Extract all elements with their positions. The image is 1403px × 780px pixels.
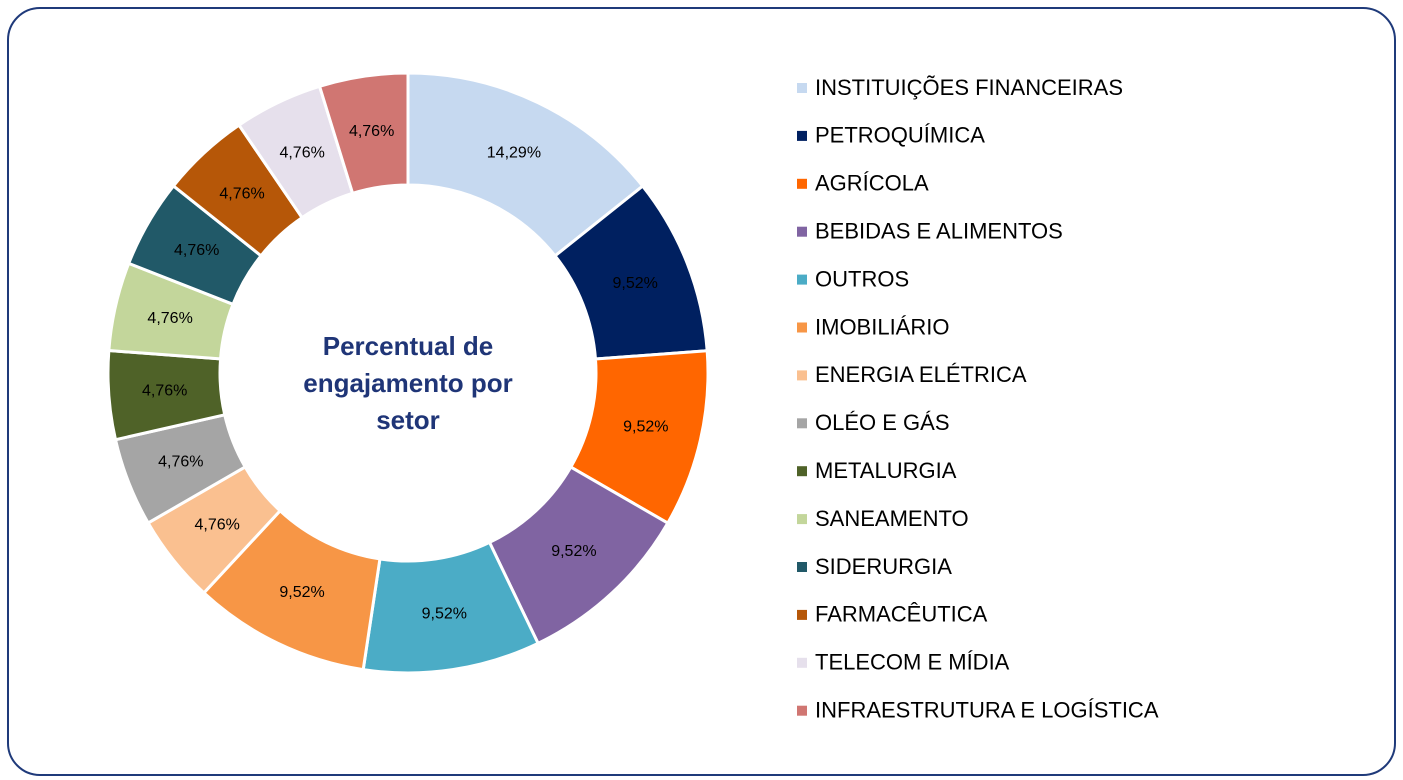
legend-swatch: [797, 418, 807, 429]
legend-swatch: [797, 705, 807, 716]
legend-swatch: [797, 226, 807, 237]
data-label: 9,52%: [551, 543, 596, 560]
legend-label: PETROQUÍMICA: [815, 123, 985, 148]
legend-swatch: [797, 609, 807, 620]
data-label: 4,76%: [142, 382, 187, 399]
data-label: 4,76%: [147, 310, 192, 327]
legend-label: ENERGIA ELÉTRICA: [815, 362, 1027, 387]
slice: [317, 71, 410, 196]
legend-swatch: [797, 514, 807, 525]
legend-label: INSTITUIÇÕES FINANCEIRAS: [815, 75, 1123, 100]
legend-label: SIDERURGIA: [815, 554, 952, 579]
data-label: 4,76%: [219, 185, 264, 202]
legend-swatch: [797, 83, 807, 93]
legend-label: TELECOM E MÍDIA: [815, 650, 1010, 675]
data-label: 9,52%: [623, 419, 668, 436]
data-label: 4,76%: [195, 516, 240, 533]
legend-label: IMOBILIÁRIO: [815, 314, 949, 339]
chart-title: Percentual de engajamento por setor: [303, 331, 513, 435]
legend-swatch: [797, 370, 807, 381]
legend-swatch: [797, 274, 807, 285]
legend-label: SANEAMENTO: [815, 506, 969, 531]
legend-label: OLÉO E GÁS: [815, 410, 950, 435]
legend-label: OUTROS: [815, 266, 909, 291]
legend-label: METALURGIA: [815, 458, 957, 483]
data-label: 4,76%: [174, 242, 219, 259]
data-label: 4,76%: [279, 144, 324, 161]
data-label: 4,76%: [158, 453, 203, 470]
legend-swatch: [797, 322, 807, 333]
data-label: 9,52%: [279, 584, 324, 601]
legend-label: BEBIDAS E ALIMENTOS: [815, 219, 1063, 244]
legend-swatch: [797, 562, 807, 572]
data-label: 9,52%: [612, 275, 657, 292]
data-label: 14,29%: [487, 144, 541, 161]
legend-label: AGRÍCOLA: [815, 171, 929, 196]
legend-swatch: [797, 130, 807, 141]
legend-label: INFRAESTRUTURA E LOGÍSTICA: [815, 698, 1159, 723]
legend-swatch: [797, 466, 807, 477]
data-label: 4,76%: [349, 123, 394, 140]
legend-label: FARMACÊUTICA: [815, 602, 988, 627]
legend-swatch: [797, 178, 807, 189]
legend-swatch: [797, 657, 807, 668]
data-label: 9,52%: [422, 606, 467, 623]
